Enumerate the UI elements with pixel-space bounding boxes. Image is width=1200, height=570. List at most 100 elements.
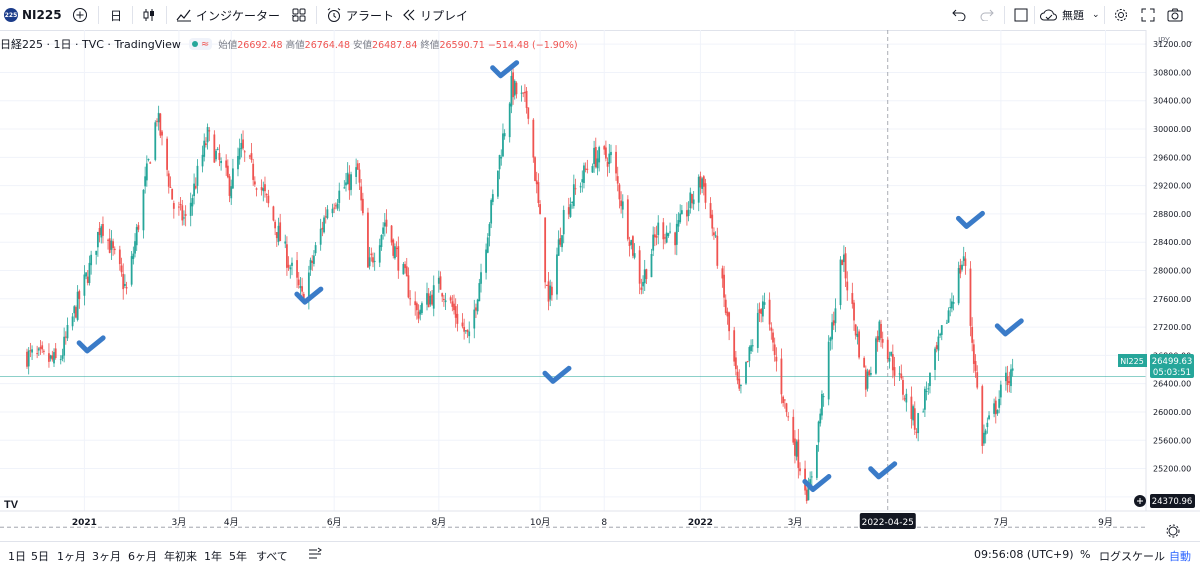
candle-body <box>179 204 182 206</box>
fullscreen-button[interactable] <box>1141 0 1155 30</box>
candle-body <box>856 333 859 337</box>
checkmark-icon[interactable] <box>490 60 520 79</box>
range-button[interactable]: 1日 <box>8 550 26 563</box>
range-button[interactable]: 1年 <box>204 550 222 563</box>
symbol-search-button[interactable]: 225 NI225 <box>4 0 62 30</box>
templates-icon <box>292 8 306 22</box>
tradingview-logo[interactable]: TV <box>4 499 19 511</box>
candle-body <box>36 353 39 355</box>
checkmark-icon[interactable] <box>542 365 572 384</box>
candle-body <box>638 250 641 284</box>
candle-body <box>237 156 239 170</box>
candle-body <box>756 312 759 348</box>
candle-body <box>291 262 293 266</box>
price-axis[interactable]: JPY ⌄ 24800.0025200.0025600.0026000.0026… <box>1118 30 1200 511</box>
candle-body <box>851 293 854 304</box>
undo-button[interactable] <box>952 0 966 30</box>
candle-body <box>390 225 393 243</box>
candle-body <box>964 258 967 267</box>
candle-body <box>632 236 634 256</box>
candle-body <box>711 214 714 229</box>
candle-body <box>549 285 552 300</box>
replay-button[interactable]: リプレイ <box>402 0 468 30</box>
candle-body <box>819 413 822 424</box>
candle-body <box>640 287 643 290</box>
save-layout-button[interactable]: 無題 ⌄ <box>1040 0 1100 30</box>
candle-body <box>345 182 347 186</box>
candle-body <box>118 249 121 265</box>
candle-body <box>971 326 974 343</box>
candle-body <box>645 269 648 279</box>
candle-body <box>726 311 729 317</box>
open-label: 始値 <box>218 40 238 51</box>
log-scale-toggle[interactable]: ログスケール <box>1099 550 1165 563</box>
y-tick-label: 31200.00 <box>1153 40 1191 49</box>
range-button[interactable]: 1ヶ月 <box>57 550 86 563</box>
candle-body <box>522 92 525 94</box>
candle-body <box>149 162 152 164</box>
chevron-down-icon: ⌄ <box>1092 10 1100 20</box>
x-tick-label: 6月 <box>327 517 342 528</box>
candle-body <box>378 245 381 263</box>
goto-date-button[interactable] <box>308 547 322 564</box>
checkmark-icon[interactable] <box>994 318 1024 337</box>
snapshot-button[interactable] <box>1167 0 1183 30</box>
candle-body <box>319 228 322 245</box>
price-chart[interactable]: JPY ⌄ 24800.0025200.0025600.0026000.0026… <box>0 30 1200 541</box>
range-button[interactable]: 6ヶ月 <box>128 550 157 563</box>
y-tick-label: 30800.00 <box>1153 68 1191 77</box>
indicators-button[interactable]: インジケーター ⌄ <box>176 0 298 30</box>
alert-label: アラート <box>346 8 395 23</box>
x-tick-label: 9月 <box>1098 517 1113 528</box>
range-button[interactable]: 3ヶ月 <box>92 550 121 563</box>
candle-body <box>655 235 658 238</box>
chart-type-button[interactable] <box>142 0 156 30</box>
indicators-icon <box>176 9 191 22</box>
axis-settings-button[interactable] <box>1166 524 1180 538</box>
checkmark-icon[interactable] <box>868 461 898 480</box>
timezone-clock[interactable]: 09:56:08 (UTC+9) <box>974 548 1074 561</box>
checkmark-icon[interactable] <box>76 335 106 354</box>
settings-button[interactable] <box>1113 0 1129 30</box>
candle-body <box>394 246 396 259</box>
interval-button[interactable]: 日 <box>110 0 122 30</box>
alert-button[interactable]: アラート <box>326 0 394 30</box>
percent-toggle[interactable]: % <box>1080 548 1091 561</box>
checkmark-icon[interactable] <box>802 474 832 493</box>
auto-scale-toggle[interactable]: 自動 <box>1169 550 1191 563</box>
candle-body <box>260 187 263 191</box>
toolbar-divider <box>316 6 317 24</box>
candle-body <box>807 487 810 501</box>
candle-body <box>692 199 695 205</box>
candle-body <box>130 256 133 285</box>
candle-body <box>466 329 469 333</box>
range-button[interactable]: 年初来 <box>164 550 197 563</box>
candle-body <box>444 300 447 303</box>
toolbar-divider <box>166 6 167 24</box>
templates-button[interactable] <box>292 0 306 30</box>
candle-body <box>193 183 195 197</box>
range-button[interactable]: 5年 <box>229 550 247 563</box>
candle-body <box>250 153 253 160</box>
high-label: 高値 <box>285 40 305 51</box>
candle-body <box>652 234 655 251</box>
checkmark-icon[interactable] <box>294 286 324 305</box>
candle-body <box>382 227 385 234</box>
candle-body <box>194 185 197 189</box>
candle-body <box>842 254 845 263</box>
checkmark-icon[interactable] <box>955 210 985 229</box>
range-button[interactable]: 5日 <box>31 550 49 563</box>
compare-add-button[interactable] <box>72 0 88 30</box>
candle-body <box>620 200 623 207</box>
indicators-label: インジケーター <box>196 8 281 23</box>
redo-button[interactable] <box>980 0 994 30</box>
candle-body <box>439 276 442 290</box>
plus-circle-icon <box>73 8 87 22</box>
candle-body <box>191 198 194 207</box>
layout-button[interactable] <box>1014 0 1028 30</box>
candle-body <box>311 260 314 263</box>
candle-body <box>846 281 849 291</box>
range-button[interactable]: すべて <box>256 550 288 563</box>
time-axis[interactable]: 2021 3月 4月 6月 8月 10月 8 2022 3月 7月 9月 2022-04-25 <box>0 510 1200 538</box>
candle-body <box>287 264 290 268</box>
